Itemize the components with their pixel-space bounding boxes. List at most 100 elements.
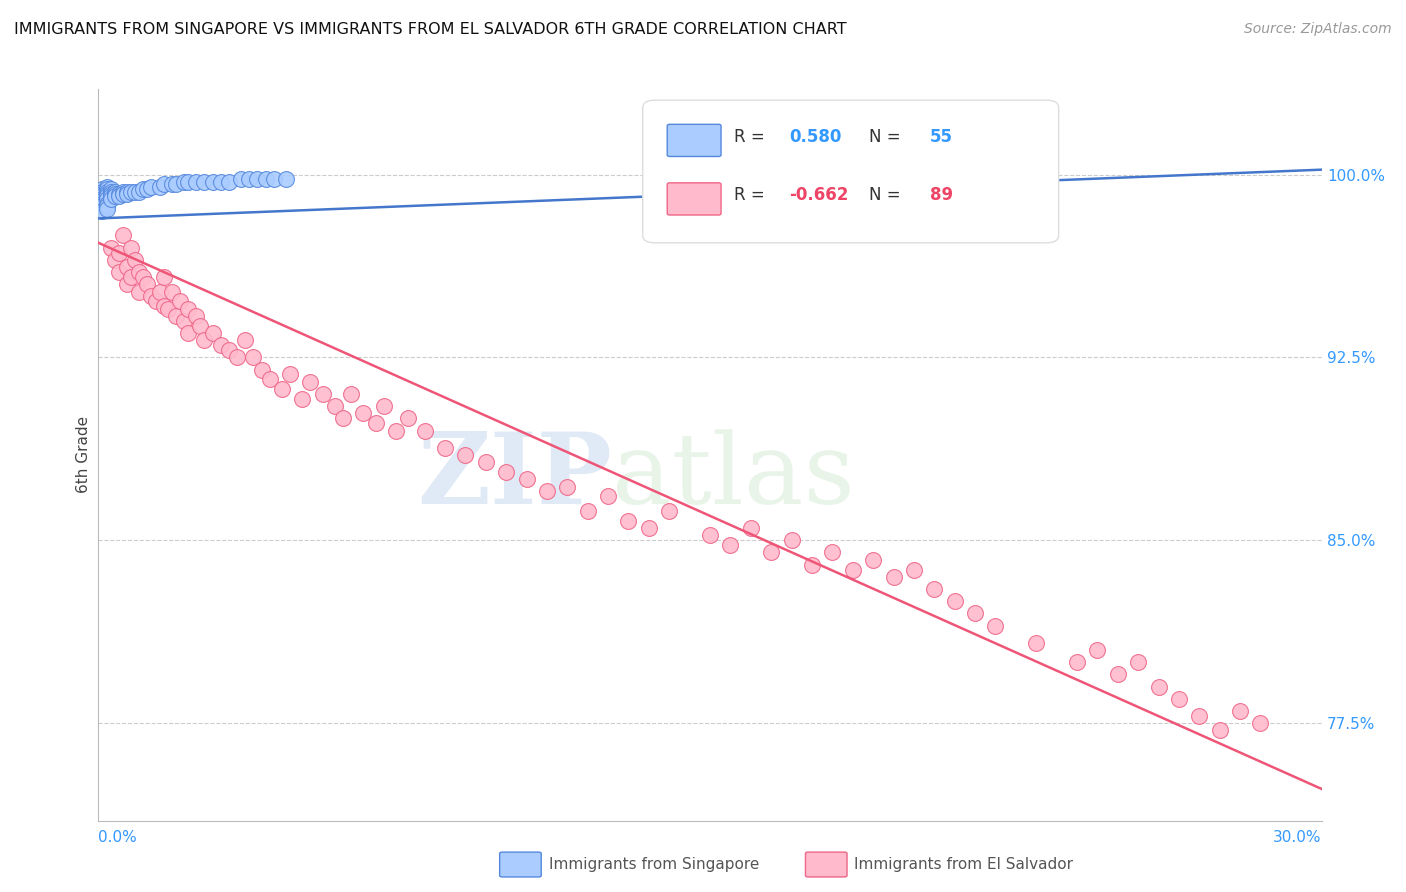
Point: [454, 448, 477, 462]
Point: [699, 528, 721, 542]
Point: [201, 326, 224, 340]
Y-axis label: 6th Grade: 6th Grade: [76, 417, 91, 493]
Text: ZIP: ZIP: [418, 428, 612, 525]
Point: [111, 187, 134, 202]
Point: [149, 285, 172, 299]
Point: [720, 538, 742, 552]
Point: [1249, 716, 1271, 731]
Point: [100, 185, 122, 199]
Point: [96, 192, 118, 206]
Point: [984, 618, 1007, 632]
Point: [177, 175, 200, 189]
Point: [120, 241, 142, 255]
Point: [474, 455, 498, 469]
Point: [100, 189, 122, 203]
Point: [104, 185, 127, 199]
Point: [160, 178, 183, 192]
Point: [120, 269, 142, 284]
Point: [136, 277, 159, 292]
Point: [115, 260, 138, 275]
Point: [100, 241, 122, 255]
Text: Source: ZipAtlas.com: Source: ZipAtlas.com: [1244, 22, 1392, 37]
Point: [385, 424, 408, 438]
Point: [278, 368, 301, 382]
Point: [108, 245, 131, 260]
Point: [434, 441, 457, 455]
Point: [231, 172, 253, 186]
Point: [209, 338, 232, 352]
Point: [108, 189, 131, 203]
Point: [152, 299, 174, 313]
Point: [1147, 680, 1170, 694]
Point: [364, 416, 387, 430]
Point: [115, 187, 138, 202]
Text: Immigrants from El Salvador: Immigrants from El Salvador: [855, 857, 1073, 872]
Point: [108, 265, 131, 279]
Point: [740, 521, 762, 535]
Point: [576, 504, 599, 518]
Text: R =: R =: [734, 128, 770, 145]
Point: [226, 351, 249, 365]
Point: [141, 289, 163, 303]
Point: [152, 178, 174, 192]
Point: [165, 178, 187, 192]
Point: [1188, 708, 1211, 723]
FancyBboxPatch shape: [668, 183, 721, 215]
Point: [100, 192, 122, 206]
Point: [169, 294, 191, 309]
Point: [124, 185, 146, 199]
Point: [396, 411, 419, 425]
Point: [821, 545, 844, 559]
Point: [124, 252, 146, 267]
Point: [218, 343, 240, 357]
FancyBboxPatch shape: [499, 852, 541, 877]
Point: [209, 175, 232, 189]
Text: atlas: atlas: [612, 429, 855, 524]
Point: [104, 252, 127, 267]
Point: [156, 301, 179, 316]
Point: [263, 172, 285, 186]
FancyBboxPatch shape: [668, 124, 721, 156]
Point: [152, 269, 174, 284]
Point: [598, 489, 620, 503]
Point: [233, 334, 256, 348]
Point: [160, 285, 183, 299]
Point: [841, 562, 863, 576]
Point: [1025, 635, 1047, 649]
Point: [1107, 667, 1129, 681]
Point: [132, 269, 155, 284]
Point: [188, 318, 212, 333]
Point: [91, 192, 114, 206]
Point: [111, 228, 134, 243]
Point: [173, 314, 195, 328]
Point: [274, 172, 297, 186]
Point: [115, 185, 138, 199]
Point: [218, 175, 240, 189]
Point: [104, 189, 127, 203]
Point: [141, 179, 163, 194]
Point: [1167, 691, 1189, 706]
Point: [136, 182, 159, 196]
Point: [557, 480, 579, 494]
Point: [96, 196, 118, 211]
Point: [1066, 655, 1088, 669]
Text: R =: R =: [734, 186, 770, 204]
Point: [250, 362, 273, 376]
Point: [761, 545, 783, 559]
Text: 30.0%: 30.0%: [1274, 830, 1322, 846]
Point: [91, 185, 114, 199]
Point: [201, 175, 224, 189]
Point: [516, 472, 538, 486]
Point: [1128, 655, 1150, 669]
Point: [246, 172, 269, 186]
Point: [1229, 704, 1251, 718]
Point: [323, 399, 346, 413]
Point: [91, 204, 114, 219]
Point: [91, 187, 114, 202]
FancyBboxPatch shape: [643, 100, 1059, 243]
Point: [291, 392, 314, 406]
Point: [128, 185, 150, 199]
Text: 55: 55: [931, 128, 953, 145]
Point: [186, 175, 208, 189]
Point: [332, 411, 354, 425]
